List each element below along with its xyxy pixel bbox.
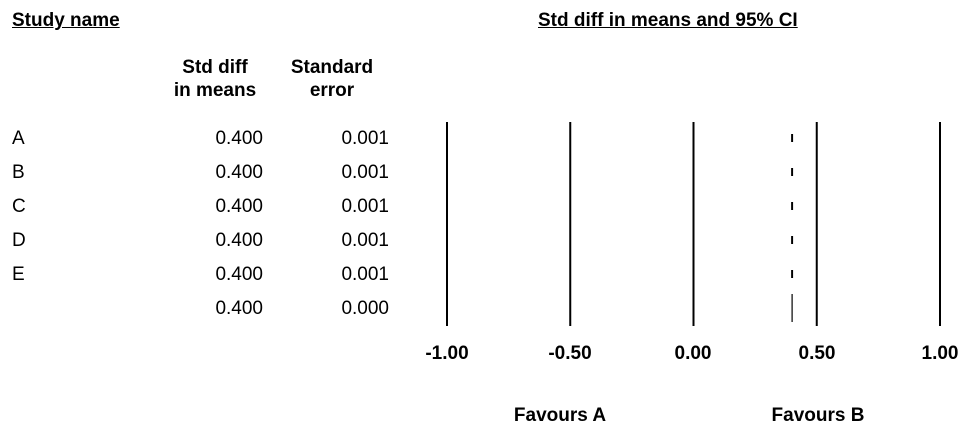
study-label-e: E [12, 264, 25, 285]
study-point-d [791, 236, 794, 244]
study-point-b [791, 168, 794, 176]
effect-value-c: 0.400 [215, 196, 263, 217]
effect-value-e: 0.400 [215, 264, 263, 285]
study-point-a [791, 134, 794, 142]
summary-effect-value: 0.400 [215, 298, 263, 319]
x-tick-label: -0.50 [548, 343, 592, 364]
se-header-line2: error [309, 80, 355, 101]
study-label-b: B [12, 162, 25, 183]
x-tick-label: 0.00 [674, 343, 712, 364]
study-label-d: D [12, 230, 26, 251]
effect-value-a: 0.400 [215, 128, 263, 149]
se-value-e: 0.001 [341, 264, 389, 285]
study-point-e [791, 270, 794, 278]
effect-header-line2: in means [173, 80, 257, 101]
se-value-b: 0.001 [341, 162, 389, 183]
favours-a-label: Favours A [513, 405, 607, 426]
effect-value-b: 0.400 [215, 162, 263, 183]
se-value-d: 0.001 [341, 230, 389, 251]
se-value-c: 0.001 [341, 196, 389, 217]
se-column-header: Standard error [272, 56, 392, 102]
study-point-c [791, 202, 794, 210]
study-name-header: Study name [12, 10, 120, 31]
favours-b-label: Favours B [771, 405, 865, 426]
effect-header-line1: Std diff [182, 57, 248, 78]
effect-value-d: 0.400 [215, 230, 263, 251]
se-value-a: 0.001 [341, 128, 389, 149]
study-label-c: C [12, 196, 26, 217]
effect-column-header: Std diff in means [160, 56, 270, 102]
se-header-line1: Standard [290, 57, 374, 78]
study-label-a: A [12, 128, 25, 149]
summary-se-value: 0.000 [341, 298, 389, 319]
x-tick-label: 0.50 [798, 343, 836, 364]
plot-title: Std diff in means and 95% CI [538, 10, 798, 31]
x-tick-label: 1.00 [921, 343, 959, 364]
x-tick-label: -1.00 [425, 343, 469, 364]
